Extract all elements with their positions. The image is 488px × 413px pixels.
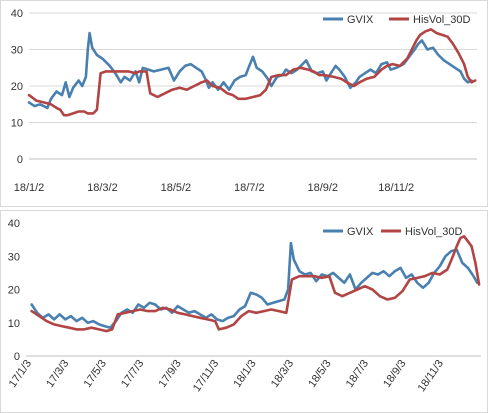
x-tick-label: 18/11/3 (416, 358, 446, 394)
x-tick-label: 18/5/3 (306, 358, 333, 390)
series-line-gvix (30, 241, 479, 329)
series-line-gvix (27, 31, 473, 110)
y-tick-label: 40 (11, 8, 23, 20)
x-tick-label: 17/3/3 (44, 358, 71, 390)
series-line-hisvol-30d (27, 28, 477, 117)
y-tick-label: 10 (11, 118, 23, 130)
y-tick-label: 10 (8, 318, 20, 330)
x-tick-label: 18/3/2 (87, 182, 118, 194)
x-tick-label: 18/5/2 (161, 182, 192, 194)
y-tick-label: 30 (8, 251, 20, 263)
x-tick-label: 17/11/3 (191, 358, 221, 394)
y-tick-label: 40 (8, 218, 20, 230)
x-tick-label: 18/11/2 (378, 182, 414, 194)
legend-label: GVIX (347, 14, 374, 26)
x-tick-label: 18/3/3 (269, 358, 296, 390)
line-chart-top: 0 10 20 30 40 18/1/2 18/3/2 18/5/2 18/7/2 18/9/2 1… (11, 8, 477, 194)
x-tick-label: 17/7/3 (119, 358, 146, 390)
legend-label: HisVol_30D (405, 226, 463, 238)
chart-panel-bottom: 0 10 20 30 40 17/1/3 17/3/3 17/5/3 17/7/3 17/9/3 1… (0, 210, 488, 413)
legend-label: GVIX (347, 226, 374, 238)
y-tick-label: 20 (11, 81, 23, 93)
y-tick-label: 20 (8, 285, 20, 297)
x-tick-label: 18/9/3 (381, 358, 408, 390)
x-tick-label: 18/9/2 (307, 182, 338, 194)
x-tick-label: 18/7/2 (234, 182, 265, 194)
x-tick-label: 18/1/2 (14, 182, 45, 194)
x-tick-label: 18/7/3 (344, 358, 371, 390)
legend-label: HisVol_30D (413, 14, 471, 26)
y-tick-label: 0 (17, 154, 23, 166)
line-chart-bottom: 0 10 20 30 40 17/1/3 17/3/3 17/5/3 17/7/3 17/9/3 1… (7, 218, 481, 394)
x-tick-label: 17/9/3 (156, 358, 183, 390)
series-line-hisvol-30d (30, 235, 481, 333)
x-tick-label: 17/5/3 (82, 358, 109, 390)
y-tick-label: 0 (14, 351, 20, 363)
x-tick-label: 18/1/3 (231, 358, 258, 390)
x-tick-label: 17/1/3 (7, 358, 34, 390)
y-tick-label: 30 (11, 45, 23, 57)
chart-panel-top: 0 10 20 30 40 18/1/2 18/3/2 18/5/2 18/7/2 18/9/2 1… (0, 0, 488, 207)
